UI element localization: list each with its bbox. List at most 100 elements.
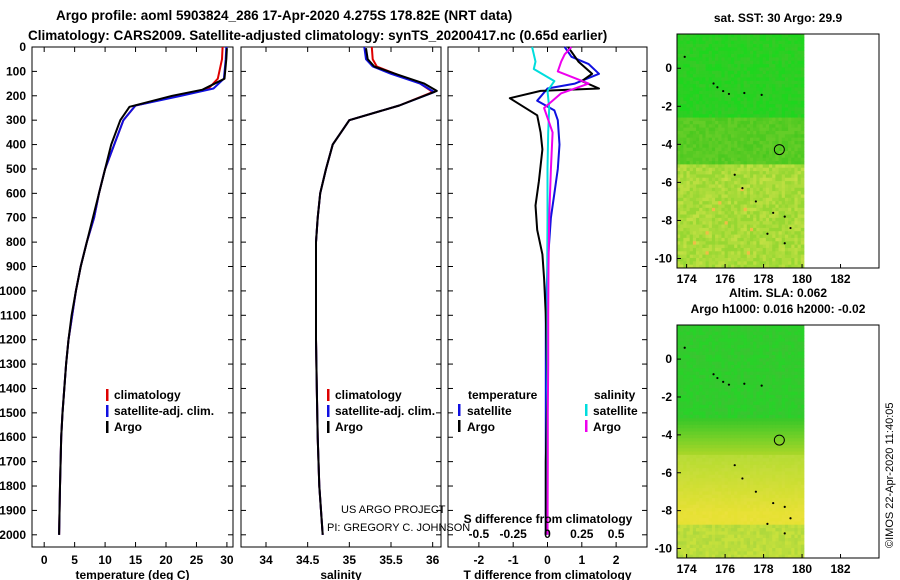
heatmap-cell [784, 197, 789, 202]
heatmap-cell [680, 424, 684, 429]
heatmap-cell [784, 147, 789, 152]
heatmap-cell [775, 154, 779, 159]
heatmap-cell [756, 47, 760, 52]
heatmap-cell [797, 214, 802, 219]
heatmap-cell [753, 174, 757, 179]
heatmap-cell [724, 488, 729, 492]
heatmap-cell [756, 237, 760, 242]
heatmap-cell [708, 325, 713, 329]
heatmap-cell [683, 120, 687, 125]
heatmap-cell [756, 544, 760, 549]
heatmap-cell [797, 237, 802, 242]
heatmap-cell [756, 64, 760, 68]
heatmap-cell [730, 494, 735, 499]
heatmap-cell [705, 151, 710, 155]
heatmap-cell [696, 361, 700, 366]
heatmap-cell [715, 207, 719, 212]
heatmap-cell [721, 388, 726, 392]
legend-swatch [585, 420, 588, 432]
heatmap-cell [680, 264, 684, 269]
heatmap-cell [753, 181, 757, 185]
heatmap-cell [753, 358, 757, 363]
heatmap-cell [683, 354, 687, 359]
heatmap-cell [734, 451, 738, 456]
heatmap-cell [743, 364, 748, 369]
heatmap-cell [750, 548, 754, 552]
heatmap-cell [734, 491, 738, 496]
heatmap-cell [702, 325, 706, 329]
heatmap-cell [711, 94, 716, 98]
heatmap-cell [686, 217, 691, 222]
heatmap-cell [680, 97, 684, 102]
heatmap-cell [689, 508, 694, 512]
heatmap-cell [708, 84, 713, 88]
heatmap-cell [711, 461, 716, 466]
heatmap-cell [696, 40, 700, 45]
heatmap-cell [769, 44, 773, 48]
heatmap-cell [718, 341, 722, 346]
heatmap-cell [778, 90, 783, 95]
heatmap-cell [784, 94, 789, 98]
heatmap-cell [696, 541, 700, 546]
heatmap-cell [772, 201, 776, 205]
heatmap-cell [699, 474, 703, 479]
heatmap-cell [781, 110, 786, 115]
heatmap-cell [727, 488, 732, 492]
heatmap-cell [724, 44, 729, 48]
heatmap-cell [746, 468, 751, 472]
heatmap-cell [708, 114, 713, 118]
heatmap-cell [715, 44, 719, 48]
heatmap-cell [708, 371, 713, 376]
heatmap-cell [708, 374, 713, 379]
heatmap-cell [756, 174, 760, 179]
map-x-tick-label: 176 [715, 272, 735, 286]
heatmap-cell [756, 484, 760, 489]
heatmap-cell [784, 44, 789, 48]
heatmap-cell [734, 524, 738, 529]
heatmap-cell [711, 174, 716, 179]
heatmap-cell [692, 551, 697, 556]
heatmap-cell [743, 237, 748, 242]
heatmap-cell [800, 80, 805, 85]
heatmap-cell [737, 37, 741, 42]
heatmap-cell [689, 151, 694, 155]
heatmap-cell [718, 328, 722, 333]
heatmap-cell [756, 444, 760, 449]
heatmap-cell [686, 444, 691, 449]
top-tick-label: 0.5 [608, 527, 625, 541]
heatmap-cell [699, 398, 703, 402]
heatmap-cell [759, 428, 764, 432]
heatmap-cell [753, 134, 757, 139]
heatmap-cell [753, 488, 757, 492]
heatmap-cell [721, 478, 726, 482]
heatmap-cell [696, 341, 700, 346]
heatmap-cell [686, 94, 691, 98]
heatmap-cell [794, 204, 799, 209]
heatmap-cell [677, 157, 681, 162]
heatmap-cell [734, 394, 738, 399]
heatmap-cell [730, 187, 735, 192]
heatmap-cell [727, 80, 732, 85]
heatmap-cell [711, 207, 716, 212]
heatmap-cell [737, 147, 741, 152]
heatmap-cell [781, 207, 786, 212]
heatmap-cell [800, 127, 805, 132]
heatmap-cell [772, 54, 776, 58]
heatmap-cell [756, 34, 760, 38]
heatmap-cell [696, 87, 700, 92]
heatmap-cell [756, 201, 760, 205]
legend-swatch [327, 389, 330, 401]
heatmap-cell [727, 451, 732, 456]
heatmap-cell [756, 388, 760, 392]
heatmap-cell [759, 144, 764, 149]
heatmap-cell [737, 107, 741, 112]
heatmap-cell [680, 548, 684, 552]
heatmap-cell [699, 104, 703, 108]
heatmap-cell [702, 247, 706, 252]
heatmap-cell [788, 130, 792, 135]
heatmap-cell [689, 80, 694, 85]
heatmap-cell [797, 77, 802, 82]
heatmap-cell [715, 361, 719, 366]
heatmap-cell [737, 531, 741, 536]
heatmap-cell [762, 231, 767, 235]
